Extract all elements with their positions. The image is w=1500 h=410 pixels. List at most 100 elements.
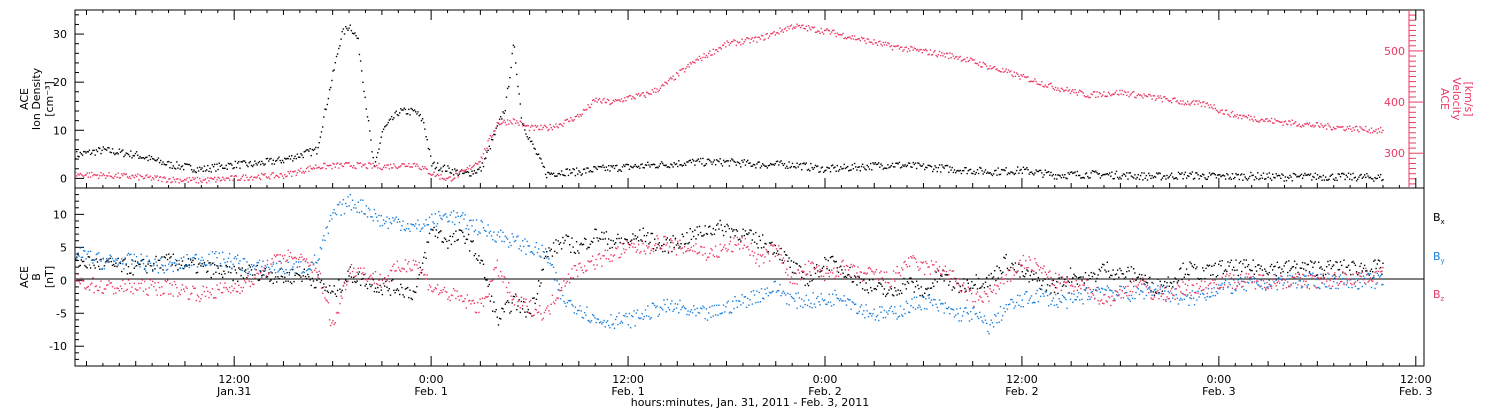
bx-series-point [257, 279, 260, 282]
by-series-point [1288, 286, 1290, 288]
density-series-point [621, 166, 624, 168]
velocity-series-point [361, 166, 363, 168]
density-series-point [597, 165, 600, 168]
by-series-point [355, 207, 357, 209]
by-series-point [697, 311, 699, 314]
bx-series-point [682, 235, 685, 238]
by-series-point [1345, 284, 1347, 286]
bx-series-point [828, 269, 830, 271]
by-series-point [1249, 279, 1251, 281]
density-series-point [741, 159, 743, 162]
by-series-point [387, 227, 389, 230]
by-series-point [358, 211, 361, 214]
bx-series-point [790, 260, 793, 262]
density-series-point [322, 126, 324, 128]
density-series-point [563, 174, 565, 176]
bx-series-point [158, 259, 161, 262]
bx-series-point [1337, 269, 1339, 271]
density-series-point [359, 60, 362, 62]
density-series-point [417, 111, 419, 113]
bx-series-point [841, 269, 843, 271]
velocity-series-point [511, 123, 513, 125]
by-series-point [1255, 282, 1258, 284]
velocity-series-point [938, 50, 941, 53]
bx-series-point [1381, 273, 1383, 275]
density-series-point [183, 168, 185, 171]
bz-series-point [98, 289, 100, 292]
bx-series-point [694, 229, 696, 231]
density-series-point [312, 149, 315, 152]
velocity-series-point [983, 62, 986, 65]
density-series-point [107, 147, 109, 149]
by-series-point [679, 299, 681, 302]
density-series-point [801, 169, 803, 171]
density-series-point [232, 167, 234, 170]
density-series-point [508, 85, 510, 88]
bx-series-point [1043, 278, 1045, 280]
density-series-point [997, 167, 999, 169]
by-series-point [527, 245, 529, 247]
density-series-point [463, 172, 465, 175]
by-series-point [778, 290, 780, 292]
date-tick-label: Feb. 1 [611, 385, 644, 398]
by-series-point [470, 219, 472, 221]
velocity-series-point [902, 50, 904, 52]
density-series-point [407, 113, 409, 115]
by-series-point [1376, 272, 1378, 274]
velocity-series-point [248, 179, 250, 181]
velocity-series-point [1161, 101, 1164, 103]
velocity-series-point [1352, 127, 1354, 129]
by-series-point [224, 261, 226, 264]
by-series-point [1043, 295, 1045, 297]
density-series-point [914, 162, 917, 164]
bx-series-point [325, 286, 327, 288]
by-series-point [687, 310, 689, 312]
velocity-series-point [1203, 101, 1205, 103]
density-series-point [1312, 175, 1314, 178]
bx-series-point [427, 241, 430, 243]
by-series-point [783, 292, 786, 294]
velocity-series-point [971, 58, 973, 60]
bx-series-point [1369, 270, 1372, 272]
bx-series-point [1011, 262, 1013, 265]
bx-series-point [944, 274, 946, 276]
density-series-point [466, 171, 469, 173]
velocity-series-point [851, 35, 853, 37]
bx-series-point [245, 269, 247, 271]
by-series-point [1015, 301, 1018, 304]
density-series-point [1098, 173, 1100, 175]
bx-series-point [745, 233, 748, 235]
by-series-point [721, 312, 724, 314]
by-series-point [162, 265, 164, 267]
density-series-point [378, 148, 380, 150]
density-series-point [871, 169, 873, 171]
velocity-series-point [168, 178, 170, 180]
density-series-point [1307, 173, 1309, 176]
bx-series-point [802, 271, 804, 274]
bx-series-point [975, 274, 977, 276]
bx-series-point [1230, 259, 1233, 261]
density-series-point [921, 165, 924, 167]
density-series-point [827, 167, 829, 169]
by-series-point [886, 311, 888, 313]
bx-series-point [318, 278, 320, 280]
bx-series-point [610, 239, 612, 241]
by-series-point [1192, 297, 1195, 299]
by-series-point [1108, 289, 1111, 291]
bx-series-point [1193, 263, 1196, 266]
bx-series-point [652, 248, 655, 250]
density-series-point [882, 168, 884, 170]
density-series-point [1277, 174, 1280, 176]
velocity-series-point [1291, 119, 1293, 121]
bx-series-point [662, 250, 664, 253]
bx-series-point [186, 265, 188, 267]
by-series-point [702, 305, 704, 307]
bx-series-point [456, 239, 458, 242]
bx-series-point [1246, 265, 1249, 268]
velocity-series-point [779, 27, 781, 29]
by-series-point [1307, 284, 1309, 286]
velocity-series-point [1037, 83, 1040, 85]
bx-series-point [410, 297, 412, 300]
by-series-point [433, 222, 435, 225]
density-series-point [1191, 171, 1193, 173]
